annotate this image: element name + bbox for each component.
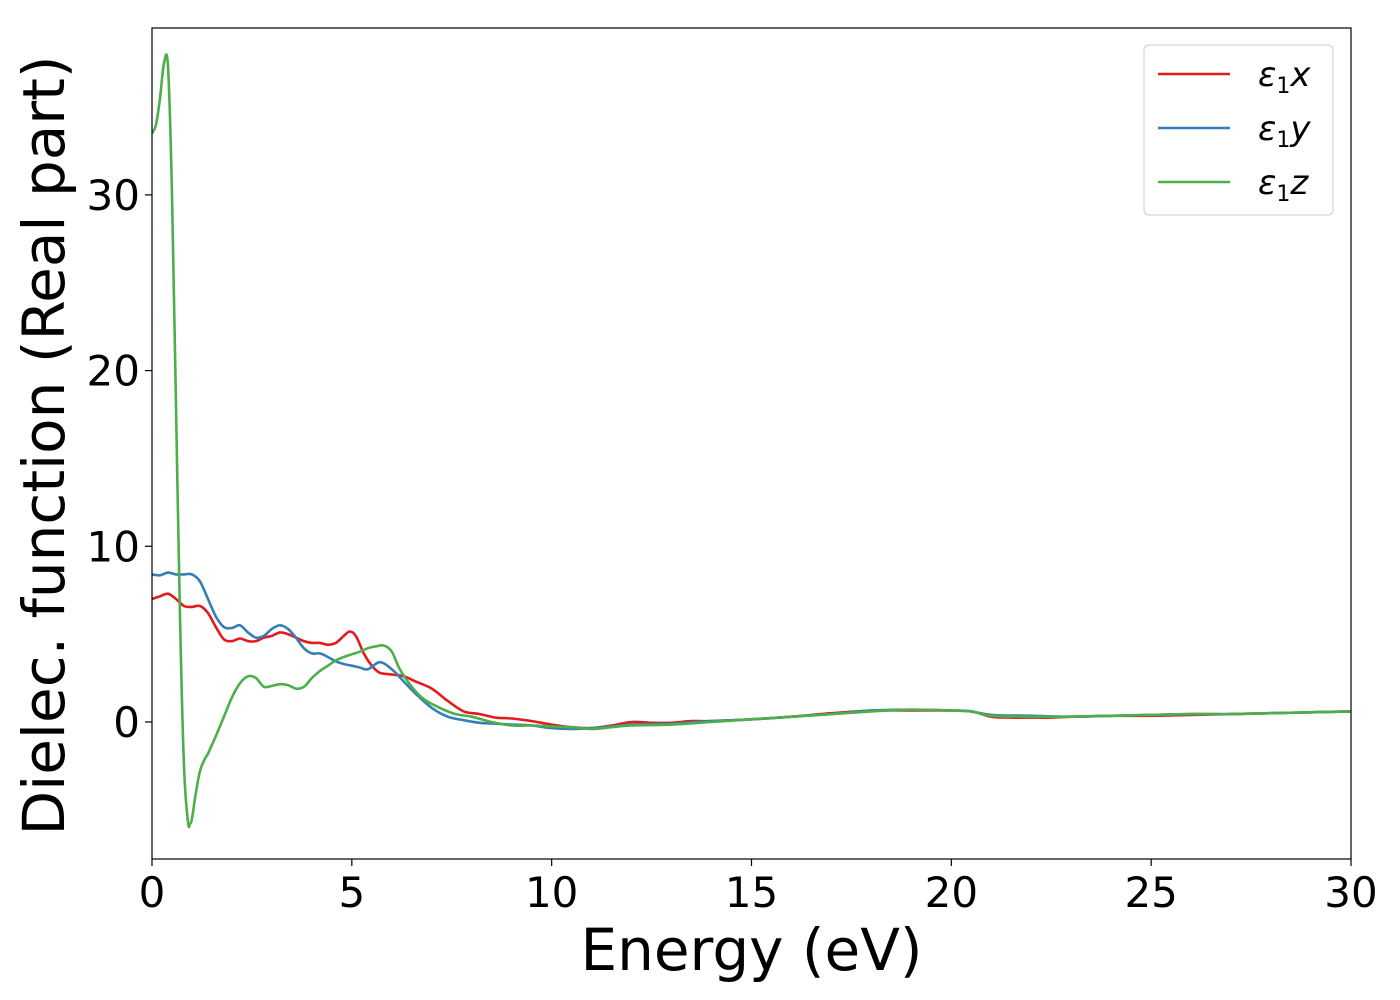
- ticks-layer: 0 5 10 15 20 25 30 0 10 20 30: [87, 171, 1378, 917]
- legend-label-z: ε1z: [1258, 163, 1309, 207]
- x-tick-label: 10: [525, 868, 578, 917]
- x-tick-label: 15: [725, 868, 778, 917]
- y-tick-label: 30: [87, 171, 140, 220]
- y-tick-label: 0: [113, 698, 140, 747]
- y-axis-title: Dielec. function (Real part): [10, 55, 78, 835]
- series-line-x: [152, 592, 1351, 730]
- x-tick-label: 5: [338, 868, 365, 917]
- legend: ε1x ε1y ε1z: [1143, 44, 1334, 216]
- legend-label-y: ε1y: [1258, 109, 1311, 153]
- series-layer: [152, 53, 1351, 829]
- x-tick-label: 20: [925, 868, 978, 917]
- x-tick-label: 25: [1124, 868, 1177, 917]
- x-tick-label: 0: [139, 868, 166, 917]
- y-tick-label: 20: [87, 347, 140, 396]
- x-axis-title: Energy (eV): [580, 916, 922, 984]
- series-line-y: [152, 571, 1351, 731]
- x-tick-label: 30: [1324, 868, 1377, 917]
- legend-label-x: ε1x: [1258, 55, 1311, 99]
- series-line-z: [152, 53, 1351, 829]
- legend-box: [1143, 44, 1334, 216]
- y-tick-label: 10: [87, 522, 140, 571]
